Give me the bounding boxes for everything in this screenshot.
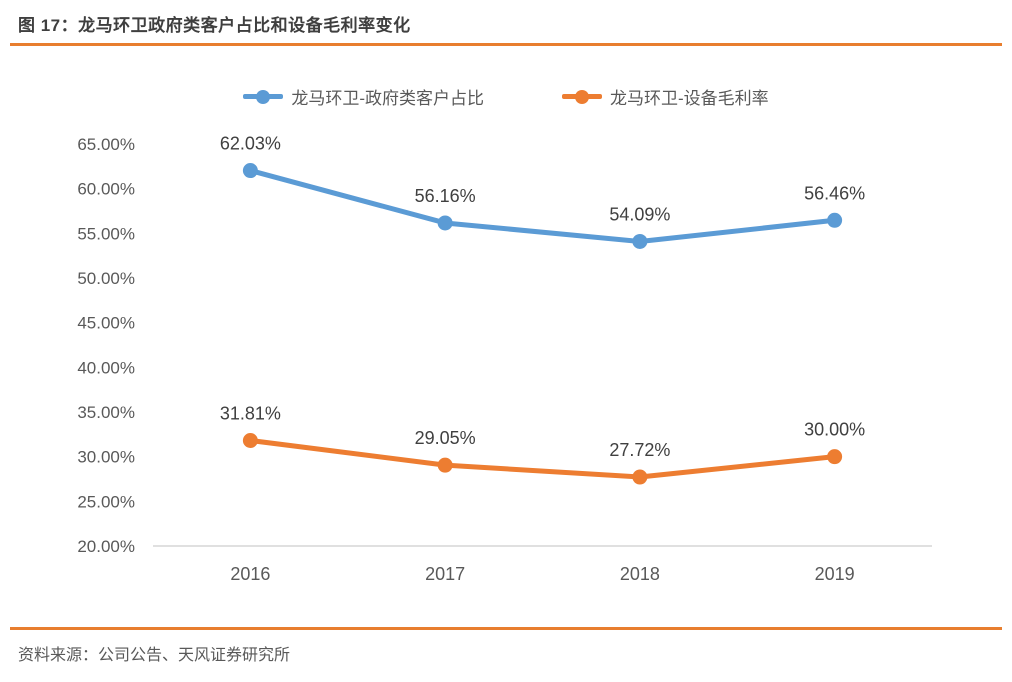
data-point-marker[interactable] <box>827 212 843 228</box>
data-point-marker[interactable] <box>437 215 453 231</box>
x-axis-tick-label: 2016 <box>230 564 270 584</box>
x-axis-tick-label: 2018 <box>620 564 660 584</box>
y-axis-tick-label: 40.00% <box>77 358 135 377</box>
data-point-marker[interactable] <box>242 432 258 448</box>
y-axis-tick-label: 65.00% <box>77 135 135 154</box>
y-axis-tick-label: 35.00% <box>77 403 135 422</box>
data-point-label: 54.09% <box>609 204 670 224</box>
data-point-marker[interactable] <box>827 449 843 465</box>
legend-item-gov-customer-share[interactable]: 龙马环卫-政府类客户占比 <box>243 84 484 109</box>
legend-item-equipment-margin[interactable]: 龙马环卫-设备毛利率 <box>562 84 769 109</box>
y-axis-tick-label: 50.00% <box>77 269 135 288</box>
line-chart-plot-area: 20.00% 25.00% 30.00% 35.00% 40.00% 45.00% 50.0… <box>77 134 932 584</box>
chart-legend: 龙马环卫-政府类客户占比 龙马环卫-设备毛利率 <box>0 84 1012 109</box>
data-point-label: 56.46% <box>804 183 865 203</box>
data-point-marker[interactable] <box>632 233 648 249</box>
data-point-label: 62.03% <box>220 134 281 154</box>
y-axis-tick-label: 25.00% <box>77 492 135 511</box>
legend-label-gov-customer-share: 龙马环卫-政府类客户占比 <box>291 89 484 108</box>
data-point-marker[interactable] <box>242 163 258 179</box>
y-axis-tick-label: 30.00% <box>77 448 135 467</box>
y-axis-tick-label: 20.00% <box>77 537 135 556</box>
x-axis-tick-label: 2017 <box>425 564 465 584</box>
series-line-0 <box>247 168 838 244</box>
y-axis-tick-label: 55.00% <box>77 224 135 243</box>
data-point-marker[interactable] <box>437 457 453 473</box>
legend-dot-icon <box>575 89 589 104</box>
data-point-label: 27.72% <box>609 440 670 460</box>
y-axis-tick-label: 60.00% <box>77 180 135 199</box>
footer-divider-rule <box>10 627 1002 630</box>
legend-line-marker-blue <box>243 89 284 104</box>
data-point-label: 29.05% <box>415 428 476 448</box>
data-point-label: 30.00% <box>804 420 865 440</box>
series-line-1 <box>247 437 838 480</box>
figure-title: 图 17：龙马环卫政府类客户占比和设备毛利率变化 <box>18 16 411 35</box>
x-axis-tick-label: 2019 <box>815 564 855 584</box>
legend-label-equipment-margin: 龙马环卫-设备毛利率 <box>610 89 769 108</box>
legend-line-marker-orange <box>562 89 602 104</box>
header-divider-rule <box>10 43 1002 46</box>
legend-dot-icon <box>256 89 271 104</box>
data-point-label: 31.81% <box>220 403 281 423</box>
data-point-label: 56.16% <box>415 186 476 206</box>
source-note: 资料来源：公司公告、天风证券研究所 <box>18 647 291 664</box>
data-point-marker[interactable] <box>632 469 648 485</box>
y-axis-tick-label: 45.00% <box>77 314 135 333</box>
